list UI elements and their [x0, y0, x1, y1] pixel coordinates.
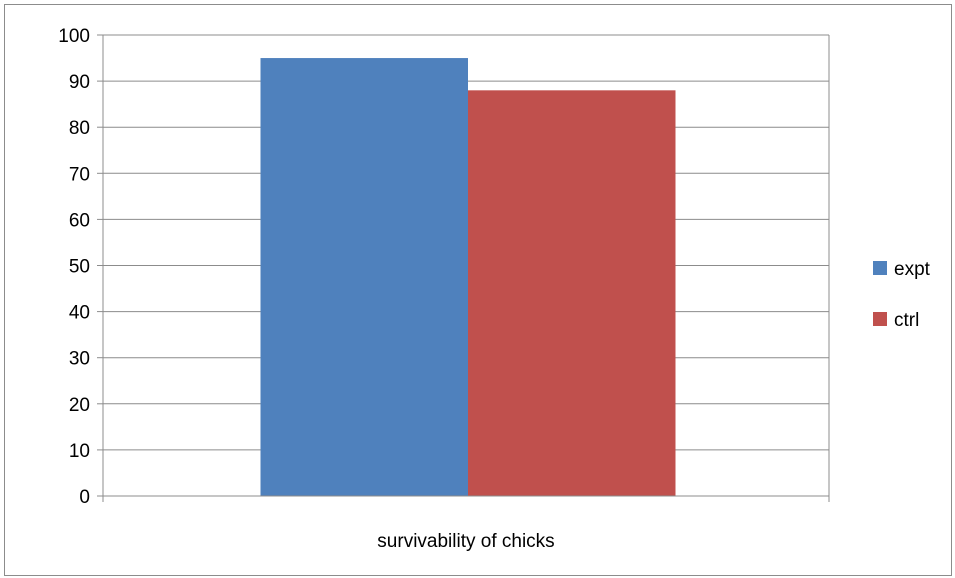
y-tick-label: 60 [69, 210, 90, 231]
bar-ctrl [468, 90, 676, 496]
y-tick-label: 80 [69, 118, 90, 139]
y-tick-label: 30 [69, 349, 90, 370]
legend-swatch-ctrl [873, 312, 887, 326]
y-tick-labels: 0 10 20 30 40 50 60 70 80 90 100 [58, 26, 90, 508]
x-category-label: survivability of chicks [377, 531, 554, 552]
y-tick-label: 10 [69, 441, 90, 462]
y-tick-label: 20 [69, 395, 90, 416]
legend-swatch-expt [873, 261, 887, 275]
y-tick-label: 0 [79, 487, 90, 508]
y-tick-label: 50 [69, 257, 90, 278]
legend-label-expt: expt [894, 259, 931, 280]
y-tick-label: 90 [69, 72, 90, 93]
y-tick-label: 100 [58, 26, 90, 47]
legend-label-ctrl: ctrl [894, 310, 919, 331]
axes [97, 34, 830, 502]
x-category-labels: survivability of chicks [377, 531, 554, 552]
y-tick-label: 40 [69, 303, 90, 324]
bars [260, 58, 676, 497]
y-tick-label: 70 [69, 164, 90, 185]
legend: expt ctrl [873, 259, 931, 331]
bar-expt [260, 58, 468, 497]
